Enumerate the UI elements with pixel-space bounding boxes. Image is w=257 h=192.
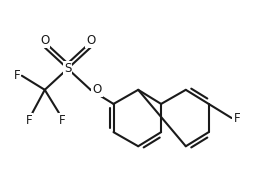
- Text: O: O: [92, 83, 102, 96]
- Text: O: O: [86, 34, 95, 47]
- Text: F: F: [233, 112, 240, 125]
- Text: F: F: [26, 114, 32, 127]
- Text: F: F: [13, 69, 20, 82]
- Text: S: S: [64, 62, 71, 75]
- Text: F: F: [59, 114, 66, 127]
- Text: O: O: [40, 34, 49, 47]
